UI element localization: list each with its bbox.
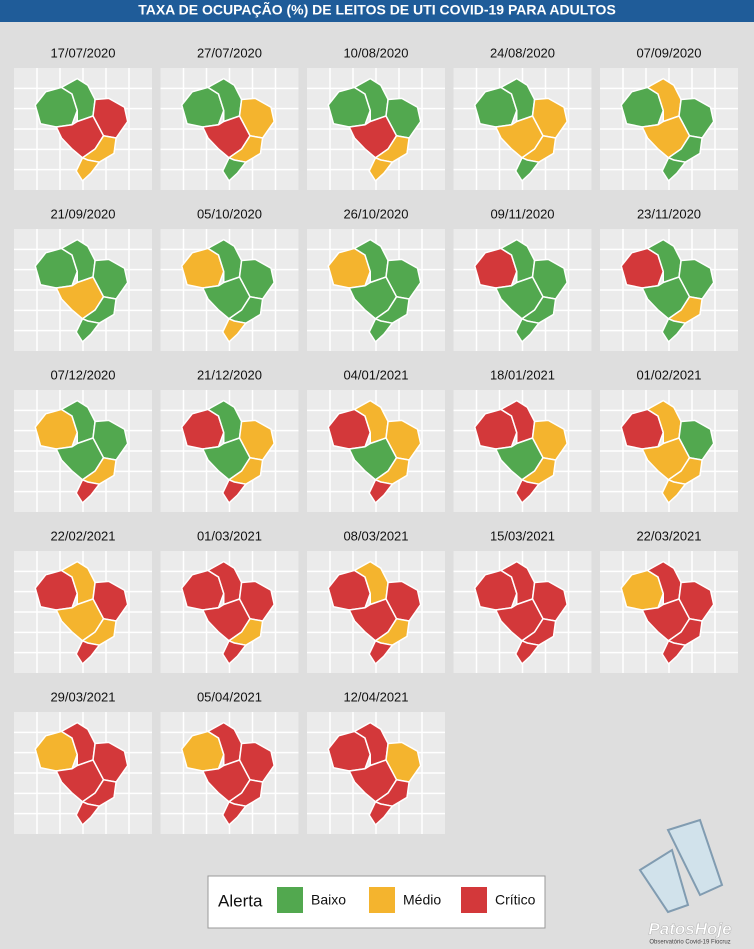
watermark-icon <box>638 818 724 914</box>
panel-date: 07/12/2020 <box>50 367 115 382</box>
map-region <box>514 478 541 505</box>
panel-date: 27/07/2020 <box>197 45 262 60</box>
map-region <box>75 800 101 827</box>
panel-date: 09/11/2020 <box>490 206 554 221</box>
panel-date: 17/07/2020 <box>50 45 115 60</box>
map-region <box>221 639 248 666</box>
title-bar <box>0 0 754 22</box>
map-region <box>221 317 248 344</box>
panel-date: 23/11/2020 <box>637 206 701 221</box>
map-region <box>368 156 394 183</box>
panel-date: 21/09/2020 <box>50 206 115 221</box>
panel-date: 01/02/2021 <box>636 367 701 382</box>
panel-date: 22/03/2021 <box>636 528 701 543</box>
panel-date: 07/09/2020 <box>636 45 701 60</box>
map-region <box>221 478 248 505</box>
map-region <box>514 156 541 183</box>
title: TAXA DE OCUPAÇÃO (%) DE LEITOS DE UTI CO… <box>138 1 616 18</box>
map-region <box>661 317 687 344</box>
legend-label: Baixo <box>311 892 346 908</box>
map-region <box>221 156 248 183</box>
map-region <box>661 478 687 505</box>
panel-date: 05/10/2020 <box>197 206 262 221</box>
panel-date: 12/04/2021 <box>343 689 408 704</box>
map-region <box>368 478 394 505</box>
panel-date: 04/01/2021 <box>343 367 408 382</box>
map-region <box>514 317 541 344</box>
map-region <box>221 800 248 827</box>
panel-date: 29/03/2021 <box>50 689 115 704</box>
panel-date: 24/08/2020 <box>490 45 555 60</box>
panel-date: 26/10/2020 <box>343 206 408 221</box>
map-region <box>368 639 394 666</box>
panel-date: 01/03/2021 <box>197 528 262 543</box>
legend-label: Médio <box>403 892 441 908</box>
panel-date: 22/02/2021 <box>50 528 115 543</box>
legend-swatch <box>277 887 303 913</box>
legend-swatch <box>369 887 395 913</box>
panel-date: 15/03/2021 <box>490 528 555 543</box>
map-region <box>75 478 101 505</box>
map-region <box>75 317 101 344</box>
watermark: PatosHoje <box>648 919 731 938</box>
source: Observatório Covid-19 Fiocruz <box>649 940 730 946</box>
legend-swatch <box>461 887 487 913</box>
panel-date: 08/03/2021 <box>343 528 408 543</box>
panel-date: 10/08/2020 <box>343 45 408 60</box>
map-region <box>661 156 687 183</box>
legend-title: Alerta <box>218 891 263 910</box>
panel-date: 21/12/2020 <box>197 367 262 382</box>
map-region <box>75 639 101 666</box>
legend: Baixo Médio Crítico <box>277 887 536 913</box>
panel-date: 18/01/2021 <box>490 367 555 382</box>
legend-label: Crítico <box>495 892 536 908</box>
map-region <box>75 156 101 183</box>
panel-date: 05/04/2021 <box>197 689 262 704</box>
map-region <box>368 317 394 344</box>
map-region <box>514 639 541 666</box>
map-region <box>661 639 687 666</box>
map-region <box>368 800 394 827</box>
panels: 17/07/2020 27/07/2020 10/08/2020 24/08/2020… <box>14 45 738 834</box>
